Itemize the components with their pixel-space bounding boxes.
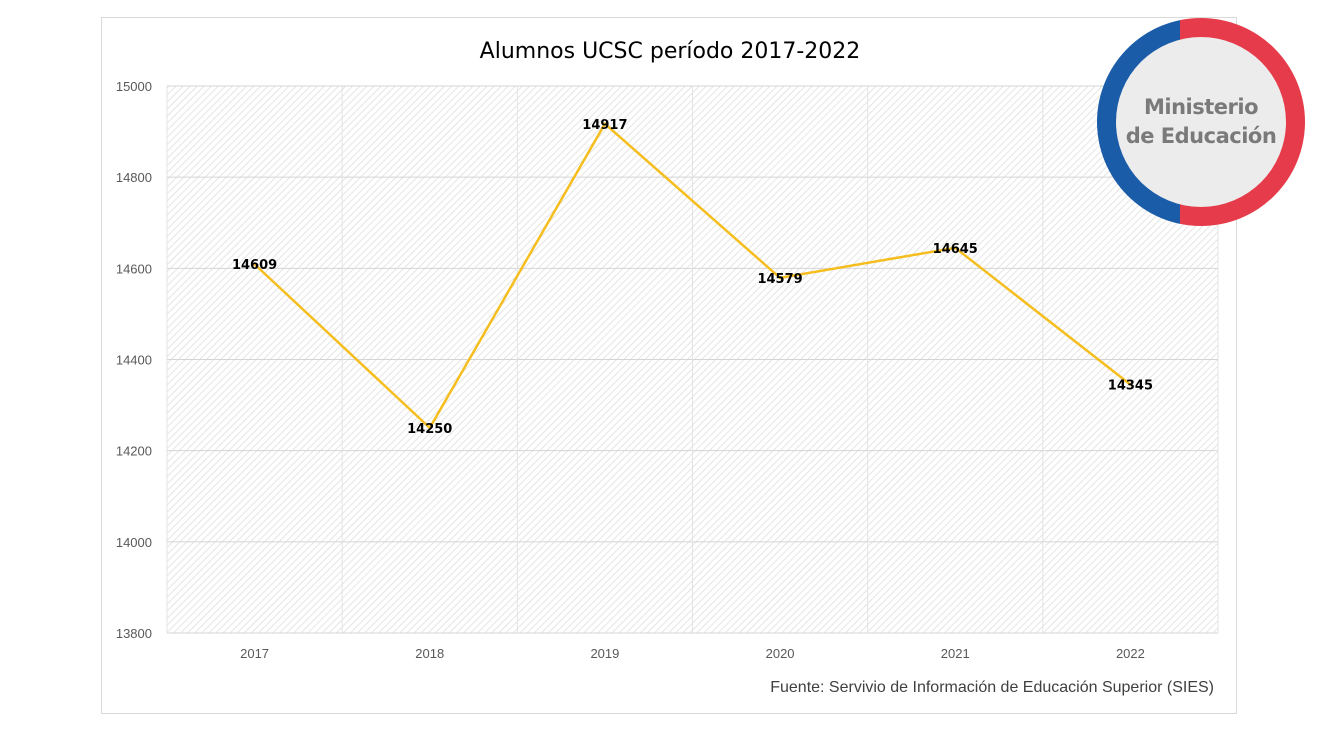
line-chart: Alumnos UCSC período 2017-2022 13800 1400… (116, 39, 1219, 661)
x-tick-label: 2022 (1116, 646, 1145, 661)
chart-title: Alumnos UCSC período 2017-2022 (480, 39, 861, 64)
ministry-logo-line2: de Educación (1125, 124, 1277, 148)
x-tick-label: 2018 (415, 646, 444, 661)
y-tick-label: 14800 (116, 170, 152, 185)
x-tick-label: 2021 (941, 646, 970, 661)
data-label: 14917 (582, 118, 627, 133)
x-tick-label: 2020 (766, 646, 795, 661)
data-point (603, 122, 607, 126)
y-tick-label: 14400 (116, 353, 152, 368)
y-tick-label: 15000 (116, 79, 152, 94)
data-point (953, 246, 957, 250)
series-line (253, 122, 1132, 430)
y-tick-label: 14000 (116, 535, 152, 550)
chart-frame: Alumnos UCSC período 2017-2022 13800 1400… (101, 17, 1237, 714)
data-label: 14609 (232, 258, 277, 273)
data-point (778, 276, 782, 280)
data-label: 14579 (757, 272, 802, 287)
ministry-logo-line1: Ministerio (1143, 95, 1259, 119)
y-tick-label: 14600 (116, 261, 152, 276)
ministry-logo: Ministerio de Educación (1097, 18, 1305, 226)
source-note: Fuente: Servivio de Información de Educa… (770, 679, 1214, 696)
ministry-logo-center: Ministerio de Educación (1116, 37, 1286, 207)
x-tick-label: 2017 (240, 646, 269, 661)
x-tick-label: 2019 (590, 646, 619, 661)
data-label: 14645 (933, 242, 978, 257)
data-label: 14345 (1108, 379, 1153, 394)
data-point (428, 426, 432, 430)
y-tick-label: 14200 (116, 444, 152, 459)
data-point (253, 262, 257, 266)
y-tick-label: 13800 (116, 626, 152, 641)
data-label: 14250 (407, 422, 452, 437)
data-point (1128, 383, 1132, 387)
